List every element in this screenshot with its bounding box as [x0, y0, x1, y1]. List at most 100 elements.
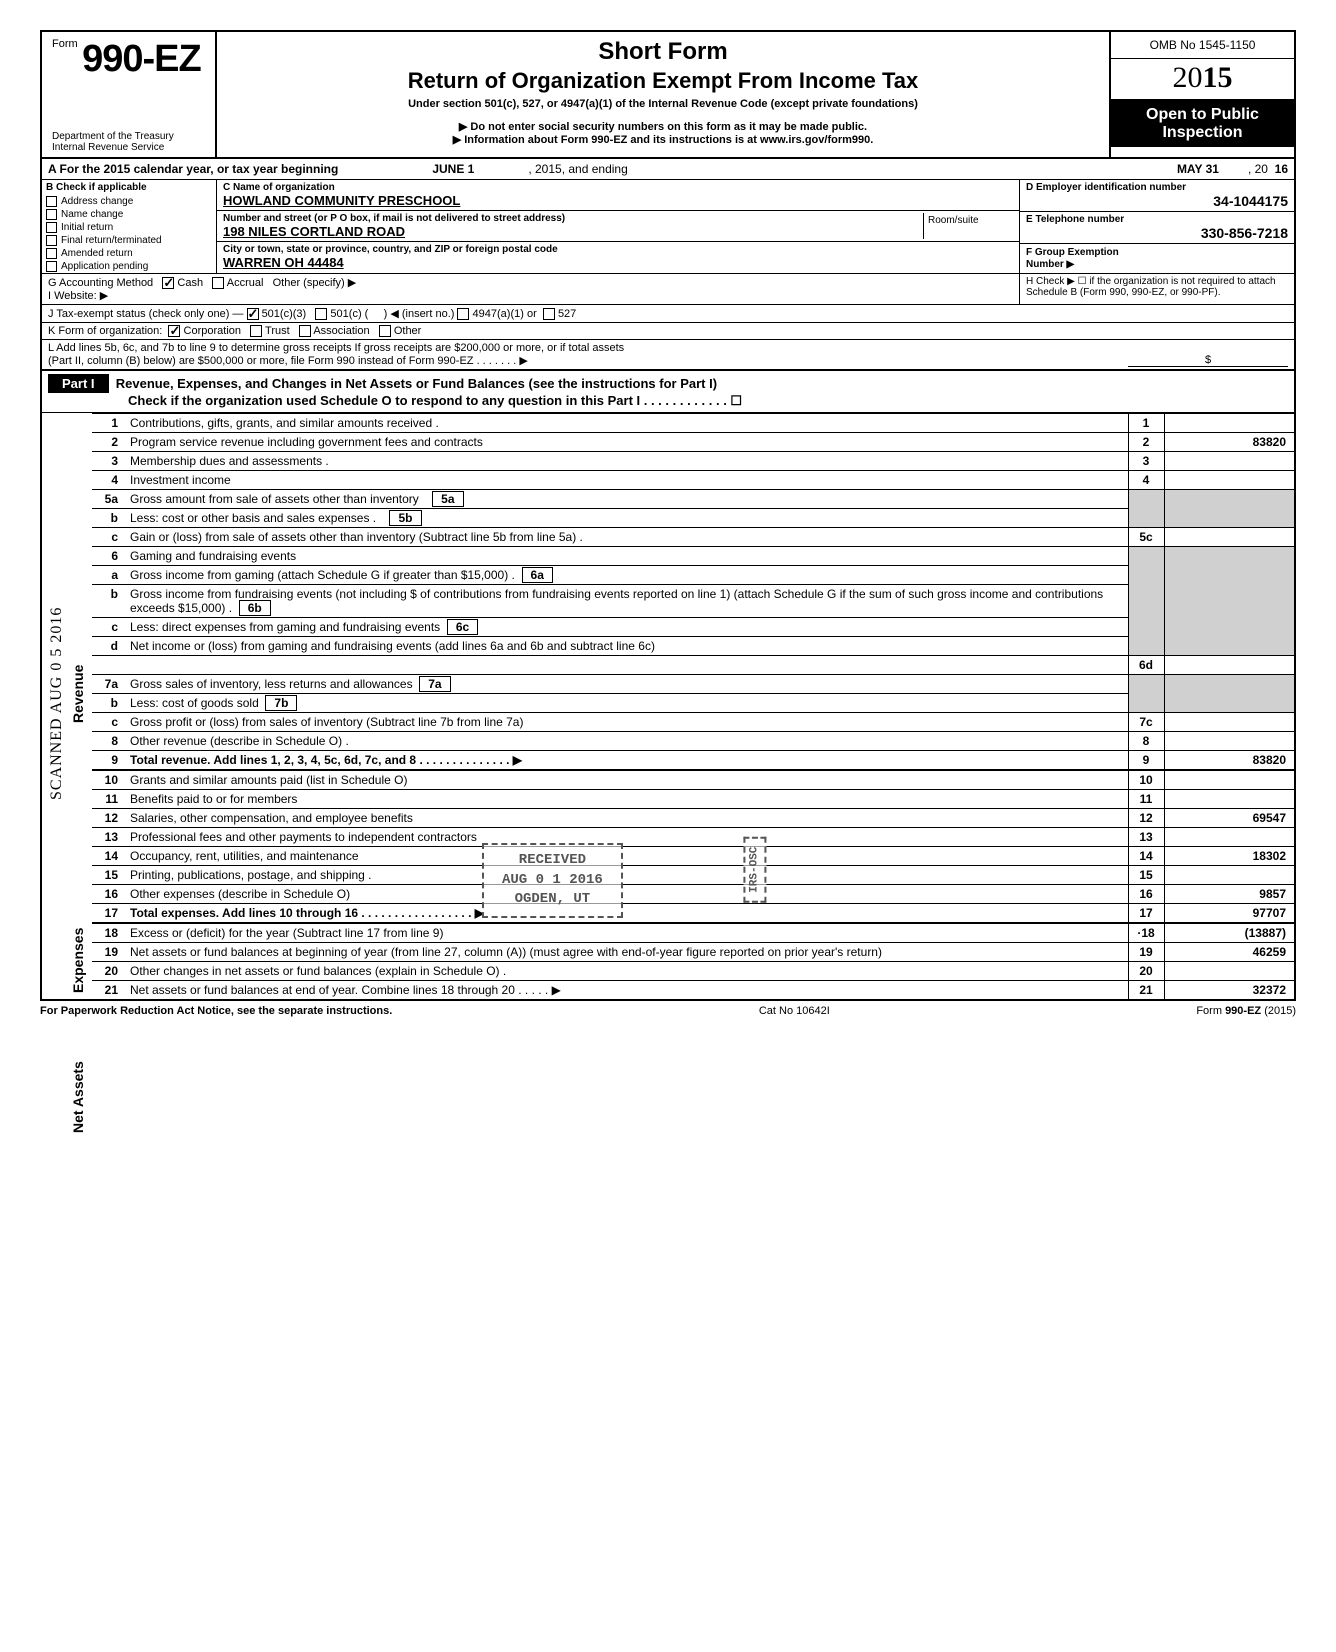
c-name-label: C Name of organization: [223, 182, 1013, 193]
line13-desc: Professional fees and other payments to …: [126, 828, 1128, 847]
line9-desc: Total revenue. Add lines 1, 2, 3, 4, 5c,…: [130, 753, 522, 767]
line5a-desc: Gross amount from sale of assets other t…: [130, 492, 419, 506]
lbl-accrual: Accrual: [227, 277, 264, 289]
form-prefix: Form: [52, 38, 78, 50]
row-G: G Accounting Method Cash Accrual Other (…: [48, 276, 1013, 289]
chk-initial-return[interactable]: Initial return: [42, 221, 216, 234]
lbl-initial: Initial return: [61, 222, 113, 233]
line3-amt: [1164, 452, 1294, 471]
row-K: K Form of organization: Corporation Trus…: [42, 323, 1294, 340]
a-yy: 16: [1275, 162, 1288, 176]
line19-desc: Net assets or fund balances at beginning…: [126, 943, 1128, 962]
line20-amt: [1164, 962, 1294, 981]
subtitle-info: ▶ Information about Form 990-EZ and its …: [225, 133, 1101, 146]
chk-amended[interactable]: Amended return: [42, 247, 216, 260]
side-revenue: Revenue: [70, 665, 86, 723]
line21-desc: Net assets or fund balances at end of ye…: [126, 981, 1128, 1000]
row-A: A For the 2015 calendar year, or tax yea…: [42, 159, 1294, 180]
line6-desc: Gaming and fundraising events: [126, 547, 1128, 566]
chk-assoc[interactable]: [299, 325, 311, 337]
line6a-desc: Gross income from gaming (attach Schedul…: [130, 568, 515, 582]
row-J: J Tax-exempt status (check only one) — 5…: [42, 305, 1294, 323]
line20-desc: Other changes in net assets or fund bala…: [126, 962, 1128, 981]
part1-header: Part I Revenue, Expenses, and Changes in…: [42, 371, 1294, 413]
chk-address-change[interactable]: Address change: [42, 195, 216, 208]
line8-amt: [1164, 732, 1294, 751]
a-tail: , 20: [1248, 162, 1268, 176]
chk-527[interactable]: [543, 308, 555, 320]
a-label: A For the 2015 calendar year, or tax yea…: [48, 162, 338, 176]
chk-4947[interactable]: [457, 308, 469, 320]
j-label: J Tax-exempt status (check only one) —: [48, 308, 243, 320]
a-begin: JUNE 1: [378, 162, 528, 176]
col-C: C Name of organization HOWLAND COMMUNITY…: [217, 180, 1019, 273]
org-name: HOWLAND COMMUNITY PRESCHOOL: [223, 193, 1013, 208]
chk-other-org[interactable]: [379, 325, 391, 337]
phone: 330-856-7218: [1026, 225, 1288, 241]
lbl-insert: ) ◀ (insert no.): [384, 308, 455, 320]
lbl-cash: Cash: [177, 277, 203, 289]
chk-corp[interactable]: [168, 325, 180, 337]
line15-desc: Printing, publications, postage, and shi…: [126, 866, 1128, 885]
chk-app-pending[interactable]: Application pending: [42, 260, 216, 273]
org-street: 198 NILES CORTLAND ROAD: [223, 224, 923, 239]
line5b-desc: Less: cost or other basis and sales expe…: [130, 511, 376, 525]
line11-desc: Benefits paid to or for members: [126, 790, 1128, 809]
line13-amt: [1164, 828, 1294, 847]
lbl-other-org: Other: [394, 325, 422, 337]
line14-desc: Occupancy, rent, utilities, and maintena…: [126, 847, 1128, 866]
line6d-desc: Net income or (loss) from gaming and fun…: [126, 637, 1128, 656]
part1-tag: Part I: [48, 374, 109, 393]
f-label: F Group Exemption: [1026, 247, 1119, 258]
footer-cat: Cat No 10642I: [759, 1005, 830, 1017]
chk-name-change[interactable]: Name change: [42, 208, 216, 221]
col-B: B Check if applicable Address change Nam…: [42, 180, 217, 273]
lbl-address-change: Address change: [61, 196, 133, 207]
line5c-amt: [1164, 528, 1294, 547]
g-label: G Accounting Method: [48, 277, 153, 289]
lbl-corp: Corporation: [184, 325, 241, 337]
chk-final-return[interactable]: Final return/terminated: [42, 234, 216, 247]
line9-amt: 83820: [1164, 751, 1294, 771]
line4-desc: Investment income: [126, 471, 1128, 490]
subtitle-under: Under section 501(c), 527, or 4947(a)(1)…: [225, 98, 1101, 110]
row-I: I Website: ▶: [48, 289, 1013, 302]
lbl-pending: Application pending: [61, 261, 148, 272]
line19-amt: 46259: [1164, 943, 1294, 962]
side-expenses: Expenses: [70, 928, 86, 993]
chk-501c[interactable]: [315, 308, 327, 320]
year-suffix: 15: [1203, 61, 1233, 94]
open-to-public: Open to Public Inspection: [1111, 100, 1294, 147]
chk-501c3[interactable]: [247, 308, 259, 320]
chk-trust[interactable]: [250, 325, 262, 337]
line18-amt: (13887): [1164, 923, 1294, 943]
l-line1: L Add lines 5b, 6c, and 7b to line 9 to …: [48, 342, 1288, 354]
line7c-desc: Gross profit or (loss) from sales of inv…: [126, 713, 1128, 732]
line14-amt: 18302: [1164, 847, 1294, 866]
d-label: D Employer identification number: [1026, 182, 1288, 193]
line10-amt: [1164, 770, 1294, 790]
line21-amt: 32372: [1164, 981, 1294, 1000]
col-DEF: D Employer identification number 34-1044…: [1019, 180, 1294, 273]
footer-form: Form 990-EZ (2015): [1196, 1005, 1296, 1017]
omb-number: OMB No 1545-1150: [1111, 32, 1294, 59]
stamp-loc: OGDEN, UT: [502, 890, 603, 910]
irs-osc-stamp: IRS-OSC: [743, 837, 766, 903]
chk-accrual[interactable]: [212, 277, 224, 289]
line4-amt: [1164, 471, 1294, 490]
line1-desc: Contributions, gifts, grants, and simila…: [126, 414, 1128, 433]
line18-desc: Excess or (deficit) for the year (Subtra…: [126, 923, 1128, 943]
line7a-desc: Gross sales of inventory, less returns a…: [130, 677, 413, 691]
lbl-amended: Amended return: [61, 248, 133, 259]
f-label2: Number ▶: [1026, 259, 1074, 270]
footer: For Paperwork Reduction Act Notice, see …: [40, 1001, 1296, 1017]
line15-amt: [1164, 866, 1294, 885]
lbl-501c: 501(c) (: [330, 308, 368, 320]
a-mid: , 2015, and ending: [528, 162, 627, 176]
chk-cash[interactable]: [162, 277, 174, 289]
part1-sub: Check if the organization used Schedule …: [48, 393, 742, 408]
line5c-desc: Gain or (loss) from sale of assets other…: [126, 528, 1128, 547]
part1-table: 1Contributions, gifts, grants, and simil…: [92, 413, 1294, 999]
k-label: K Form of organization:: [48, 325, 162, 337]
lbl-527: 527: [558, 308, 576, 320]
